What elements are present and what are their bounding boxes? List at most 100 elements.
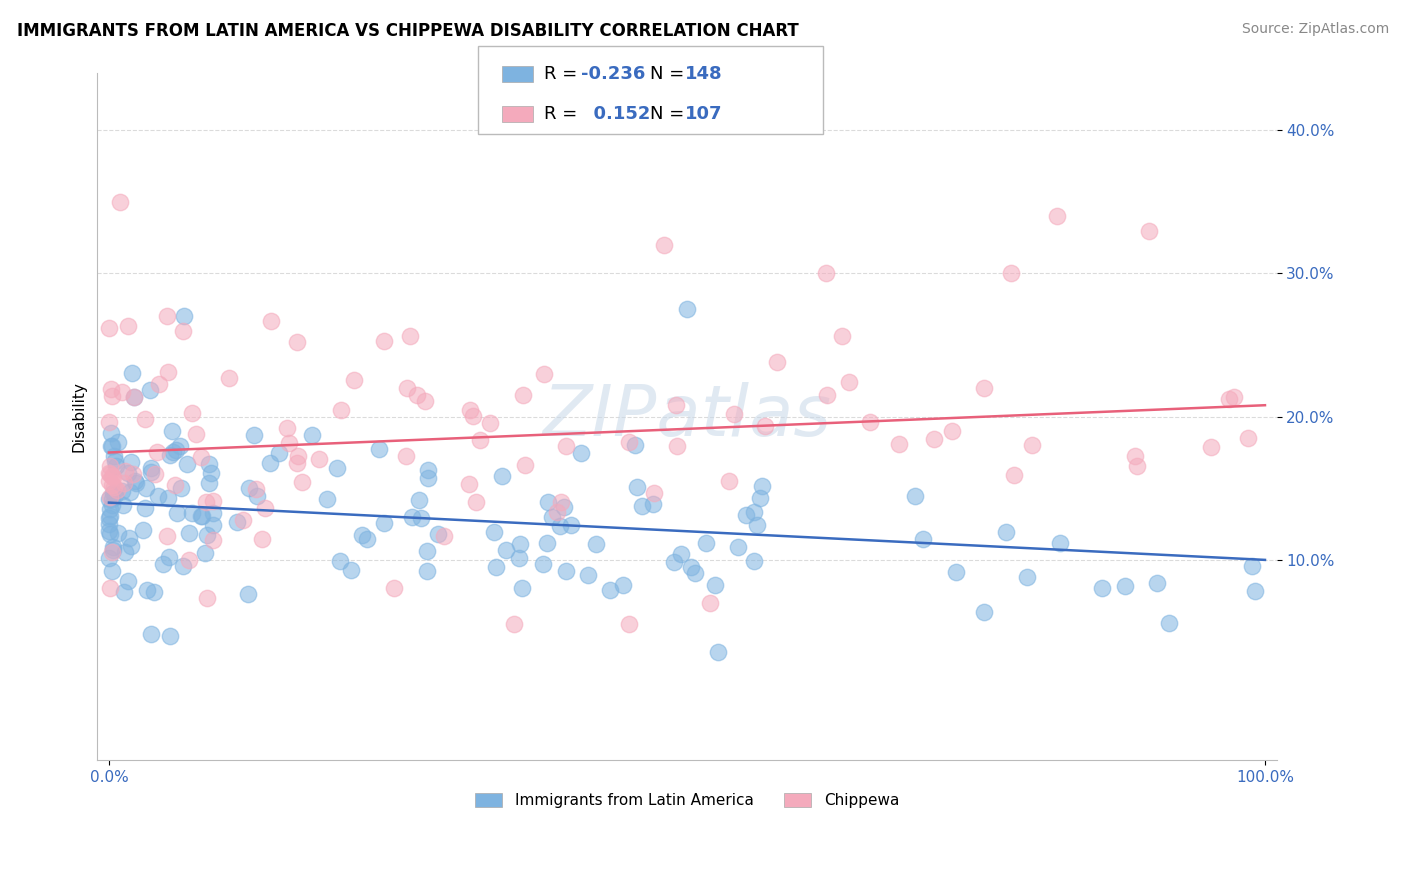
Point	[101, 541, 124, 555]
Point	[652, 237, 675, 252]
Point	[159, 629, 181, 643]
Point	[1243, 584, 1265, 599]
Point	[831, 328, 853, 343]
Point	[560, 518, 582, 533]
Point	[491, 469, 513, 483]
Point	[329, 403, 352, 417]
Point	[103, 542, 125, 557]
Point	[100, 544, 122, 558]
Point	[152, 557, 174, 571]
Point	[225, 516, 247, 530]
Point	[238, 481, 260, 495]
Point	[232, 513, 254, 527]
Point	[143, 467, 166, 482]
Point	[408, 492, 430, 507]
Point	[838, 375, 860, 389]
Point	[278, 435, 301, 450]
Point	[515, 458, 537, 472]
Legend: Immigrants from Latin America, Chippewa: Immigrants from Latin America, Chippewa	[468, 788, 905, 814]
Point	[681, 559, 703, 574]
Point	[485, 560, 508, 574]
Point	[904, 489, 927, 503]
Point	[191, 509, 214, 524]
Point	[156, 529, 179, 543]
Text: -0.236: -0.236	[581, 65, 645, 83]
Point	[735, 508, 758, 523]
Point	[1123, 449, 1146, 463]
Point	[100, 565, 122, 579]
Point	[643, 485, 665, 500]
Point	[135, 481, 157, 495]
Point	[117, 574, 139, 588]
Point	[457, 476, 479, 491]
Point	[285, 335, 308, 350]
Point	[110, 194, 132, 209]
Point	[599, 582, 621, 597]
Point	[98, 551, 121, 566]
Point	[132, 523, 155, 537]
Point	[165, 478, 187, 492]
Point	[98, 474, 121, 488]
Point	[308, 452, 330, 467]
Point	[139, 627, 162, 641]
Point	[120, 484, 142, 499]
Point	[120, 455, 142, 469]
Point	[1137, 223, 1160, 237]
Point	[101, 439, 124, 453]
Point	[202, 533, 225, 548]
Point	[181, 506, 204, 520]
Point	[285, 456, 308, 470]
Point	[301, 428, 323, 442]
Point	[623, 438, 645, 452]
Point	[195, 527, 218, 541]
Point	[198, 457, 221, 471]
Point	[101, 492, 124, 507]
Point	[179, 526, 201, 541]
Point	[533, 367, 555, 381]
Point	[512, 581, 534, 595]
Point	[664, 555, 686, 569]
Point	[399, 329, 422, 343]
Point	[245, 482, 267, 496]
Point	[546, 505, 568, 519]
Point	[101, 486, 124, 500]
Point	[1223, 390, 1246, 404]
Point	[98, 524, 121, 539]
Point	[1114, 579, 1136, 593]
Point	[815, 387, 838, 401]
Point	[641, 497, 664, 511]
Point	[717, 474, 740, 488]
Point	[401, 509, 423, 524]
Point	[117, 319, 139, 334]
Point	[98, 502, 121, 516]
Point	[98, 467, 121, 481]
Point	[195, 591, 218, 606]
Point	[190, 450, 212, 464]
Point	[630, 500, 652, 514]
Point	[98, 511, 121, 525]
Point	[683, 566, 706, 580]
Point	[406, 387, 429, 401]
Point	[201, 506, 224, 520]
Point	[531, 557, 554, 571]
Point	[177, 552, 200, 566]
Point	[107, 525, 129, 540]
Point	[146, 445, 169, 459]
Point	[114, 545, 136, 559]
Point	[1126, 458, 1149, 473]
Point	[103, 480, 125, 494]
Point	[512, 388, 534, 402]
Point	[101, 389, 124, 403]
Point	[111, 484, 134, 499]
Point	[550, 494, 572, 508]
Point	[541, 509, 564, 524]
Point	[105, 483, 128, 498]
Point	[100, 468, 122, 483]
Point	[101, 498, 124, 512]
Point	[156, 491, 179, 505]
Point	[200, 466, 222, 480]
Point	[146, 489, 169, 503]
Point	[156, 365, 179, 379]
Point	[671, 548, 693, 562]
Point	[172, 558, 194, 573]
